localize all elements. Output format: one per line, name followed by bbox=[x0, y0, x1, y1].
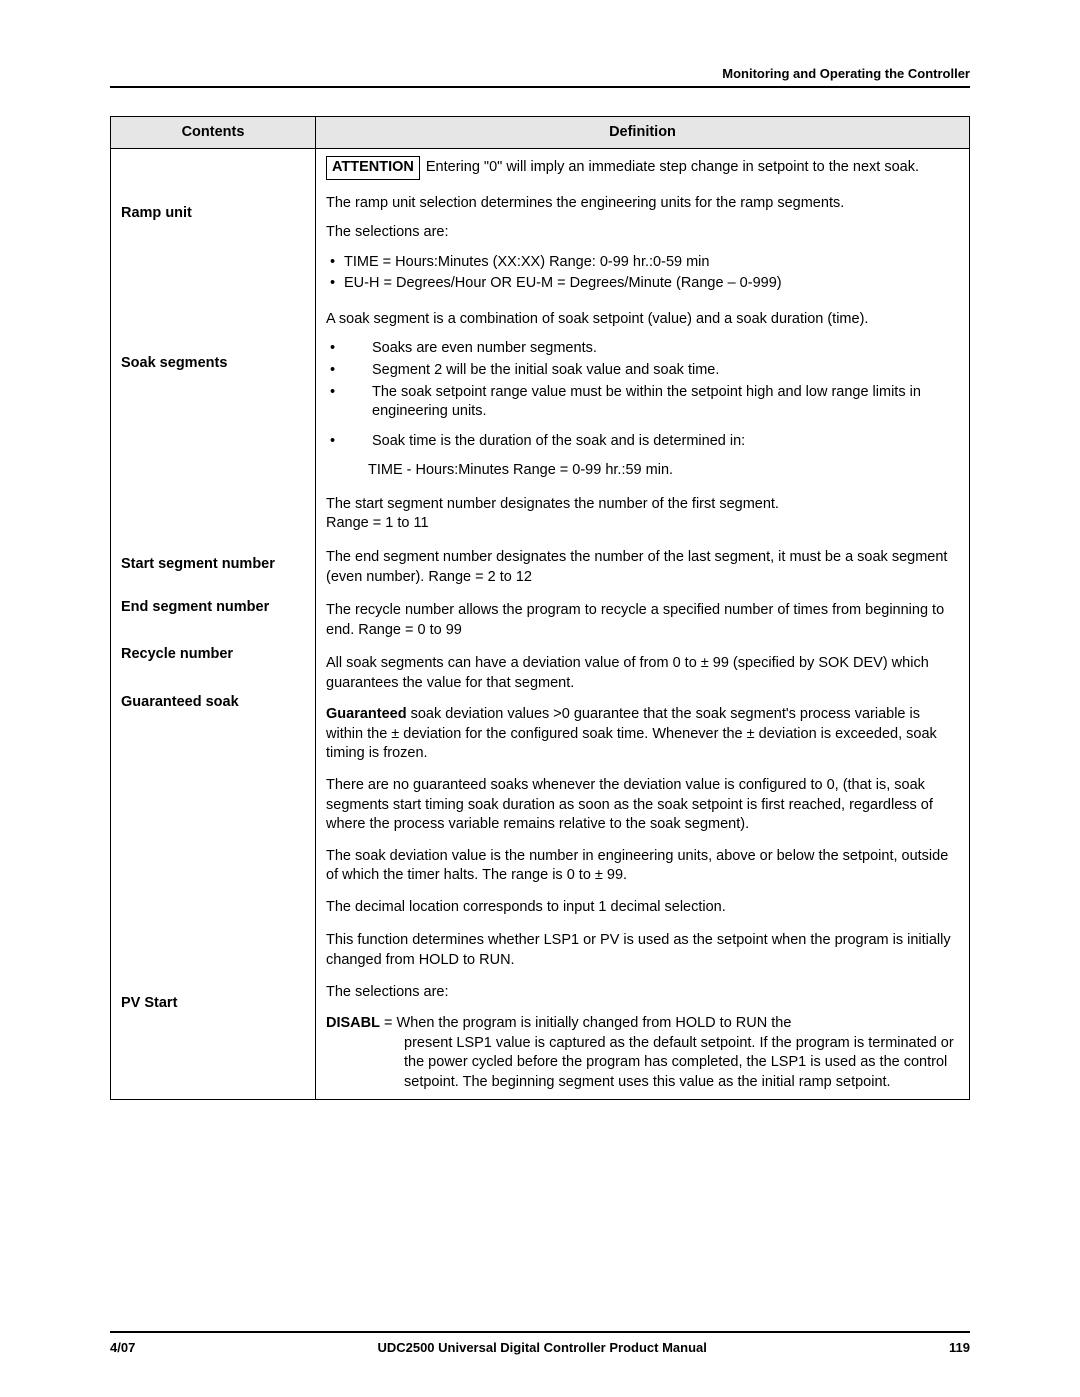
pv-start-disabl: DISABL = When the program is initially c… bbox=[326, 1014, 959, 1092]
soak-b2: Segment 2 will be the initial soak value… bbox=[330, 361, 959, 381]
disabl-rest: present LSP1 value is captured as the de… bbox=[326, 1034, 959, 1093]
ramp-unit-b2: EU-H = Degrees/Hour OR EU-M = Degrees/Mi… bbox=[330, 274, 959, 294]
soak-p1: A soak segment is a combination of soak … bbox=[326, 310, 959, 330]
soak-bullets: Soaks are even number segments. Segment … bbox=[326, 339, 959, 421]
attention-text: Entering "0" will imply an immediate ste… bbox=[426, 159, 919, 175]
attention-block: ATTENTION Entering "0" will imply an imme… bbox=[316, 149, 969, 187]
ramp-unit-b1: TIME = Hours:Minutes (XX:XX) Range: 0-99… bbox=[330, 253, 959, 273]
soak-b1: Soaks are even number segments. bbox=[330, 339, 959, 359]
soak-segments-block: A soak segment is a combination of soak … bbox=[316, 303, 969, 488]
definition-cell: ATTENTION Entering "0" will imply an imme… bbox=[316, 149, 970, 1100]
soak-segments-label: Soak segments bbox=[111, 347, 315, 381]
end-seg-p1: The end segment number designates the nu… bbox=[326, 548, 959, 587]
ramp-unit-p2: The selections are: bbox=[326, 223, 959, 243]
end-seg-block: The end segment number designates the nu… bbox=[316, 541, 969, 594]
disabl-first-line: When the program is initially changed fr… bbox=[397, 1015, 792, 1031]
end-segment-label: End segment number bbox=[111, 591, 315, 625]
table-body-row: Ramp unit Soak segments Start segment nu… bbox=[111, 149, 970, 1100]
recycle-label: Recycle number bbox=[111, 638, 315, 672]
definition-table: Contents Definition Ramp unit Soak segme… bbox=[110, 116, 970, 1101]
page-header: Monitoring and Operating the Controller bbox=[110, 65, 970, 88]
start-seg-p1: The start segment number designates the … bbox=[326, 495, 959, 515]
guaranteed-label: Guaranteed soak bbox=[111, 686, 315, 720]
guaranteed-p2: Guaranteed soak deviation values >0 guar… bbox=[326, 705, 959, 764]
col-header-contents: Contents bbox=[111, 116, 316, 149]
footer-left: 4/07 bbox=[110, 1339, 135, 1357]
guaranteed-p3: There are no guaranteed soaks whenever t… bbox=[326, 776, 959, 835]
start-seg-p2: Range = 1 to 11 bbox=[326, 514, 959, 534]
footer-right: 119 bbox=[949, 1339, 970, 1357]
soak-b4: Soak time is the duration of the soak an… bbox=[330, 432, 959, 452]
start-seg-block: The start segment number designates the … bbox=[316, 488, 969, 541]
guaranteed-block: All soak segments can have a deviation v… bbox=[316, 647, 969, 924]
pv-start-p2: The selections are: bbox=[326, 983, 959, 1003]
pv-start-label: PV Start bbox=[111, 987, 315, 1021]
footer-center: UDC2500 Universal Digital Controller Pro… bbox=[377, 1339, 706, 1357]
guaranteed-p2-rest: soak deviation values >0 guarantee that … bbox=[326, 706, 937, 761]
page-footer: 4/07 UDC2500 Universal Digital Controlle… bbox=[110, 1331, 970, 1357]
disabl-label: DISABL bbox=[326, 1015, 380, 1031]
guaranteed-p4: The soak deviation value is the number i… bbox=[326, 847, 959, 886]
section-title: Monitoring and Operating the Controller bbox=[722, 66, 970, 81]
ramp-unit-bullets: TIME = Hours:Minutes (XX:XX) Range: 0-99… bbox=[326, 253, 959, 294]
soak-bullets-2: Soak time is the duration of the soak an… bbox=[326, 432, 959, 452]
ramp-unit-label: Ramp unit bbox=[111, 197, 315, 231]
footer-line: 4/07 UDC2500 Universal Digital Controlle… bbox=[110, 1331, 970, 1357]
ramp-unit-block: The ramp unit selection determines the e… bbox=[316, 187, 969, 303]
pv-start-block: This function determines whether LSP1 or… bbox=[316, 924, 969, 1099]
recycle-block: The recycle number allows the program to… bbox=[316, 594, 969, 647]
attention-box: ATTENTION bbox=[326, 156, 420, 180]
start-segment-label: Start segment number bbox=[111, 548, 315, 582]
guaranteed-p5: The decimal location corresponds to inpu… bbox=[326, 898, 959, 918]
disabl-eq: = bbox=[380, 1015, 397, 1031]
guaranteed-p1: All soak segments can have a deviation v… bbox=[326, 654, 959, 693]
guaranteed-p2-bold: Guaranteed bbox=[326, 706, 407, 722]
soak-time-line: TIME - Hours:Minutes Range = 0-99 hr.:59… bbox=[326, 461, 959, 481]
recycle-p1: The recycle number allows the program to… bbox=[326, 601, 959, 640]
soak-b3: The soak setpoint range value must be wi… bbox=[330, 383, 959, 422]
contents-cell: Ramp unit Soak segments Start segment nu… bbox=[111, 149, 316, 1100]
ramp-unit-p1: The ramp unit selection determines the e… bbox=[326, 194, 959, 214]
col-header-definition: Definition bbox=[316, 116, 970, 149]
pv-start-p1: This function determines whether LSP1 or… bbox=[326, 931, 959, 970]
table-header-row: Contents Definition bbox=[111, 116, 970, 149]
